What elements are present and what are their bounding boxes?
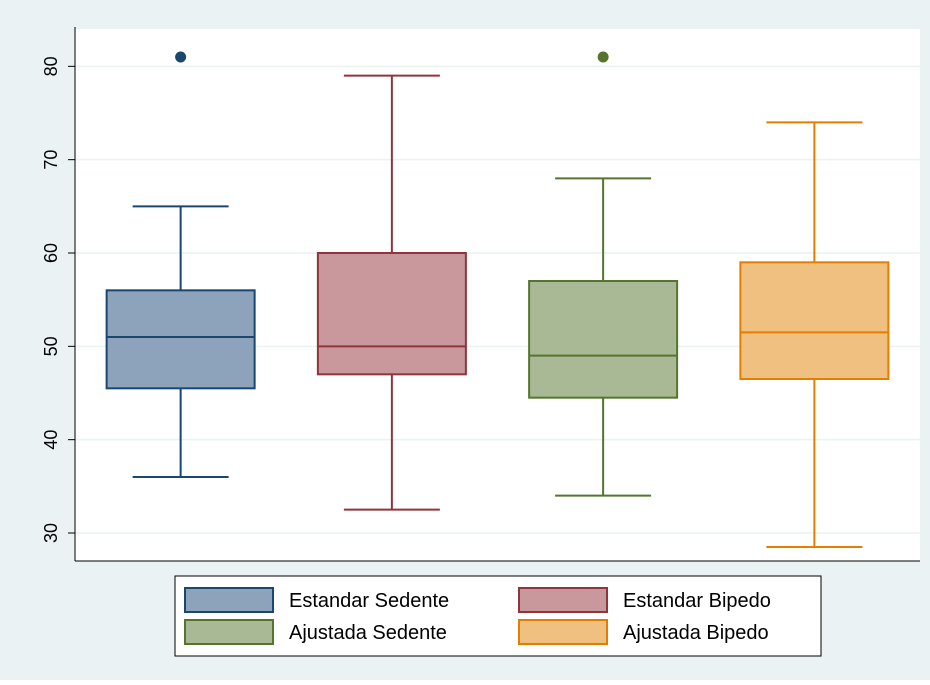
legend-item: Ajustada Bipedo: [518, 619, 769, 645]
box-group: [316, 74, 467, 511]
legend-swatch: [518, 587, 608, 613]
legend-swatch: [184, 587, 274, 613]
y-tick-label: 80: [41, 56, 61, 76]
y-tick-label: 40: [41, 430, 61, 450]
box-group: [739, 121, 890, 548]
y-tick-label: 30: [41, 523, 61, 543]
legend-item: Estandar Sedente: [184, 587, 449, 613]
y-tick-label: 70: [41, 150, 61, 170]
legend: Estandar Sedente Estandar Bipedo Ajustada …: [174, 575, 822, 657]
boxes: [105, 51, 890, 548]
legend-label: Ajustada Sedente: [289, 622, 447, 644]
legend-swatch: [518, 619, 608, 645]
box-group: [528, 51, 679, 497]
outlier-point: [597, 51, 609, 63]
legend-label: Estandar Bipedo: [623, 590, 771, 612]
box-iqr: [105, 289, 256, 390]
y-axis: 30 40 50 60 70 80: [41, 27, 920, 562]
legend-swatch: [184, 619, 274, 645]
legend-label: Estandar Sedente: [289, 590, 449, 612]
box-iqr: [316, 252, 467, 376]
outlier-point: [175, 51, 187, 63]
legend-label: Ajustada Bipedo: [623, 622, 769, 644]
legend-frame: [174, 575, 822, 657]
legend-item: Ajustada Sedente: [184, 619, 447, 645]
y-tick-label: 50: [41, 336, 61, 356]
box-group: [105, 51, 256, 478]
box-iqr: [528, 280, 679, 399]
y-tick-label: 60: [41, 243, 61, 263]
legend-item: Estandar Bipedo: [518, 587, 771, 613]
box-iqr: [739, 261, 890, 381]
